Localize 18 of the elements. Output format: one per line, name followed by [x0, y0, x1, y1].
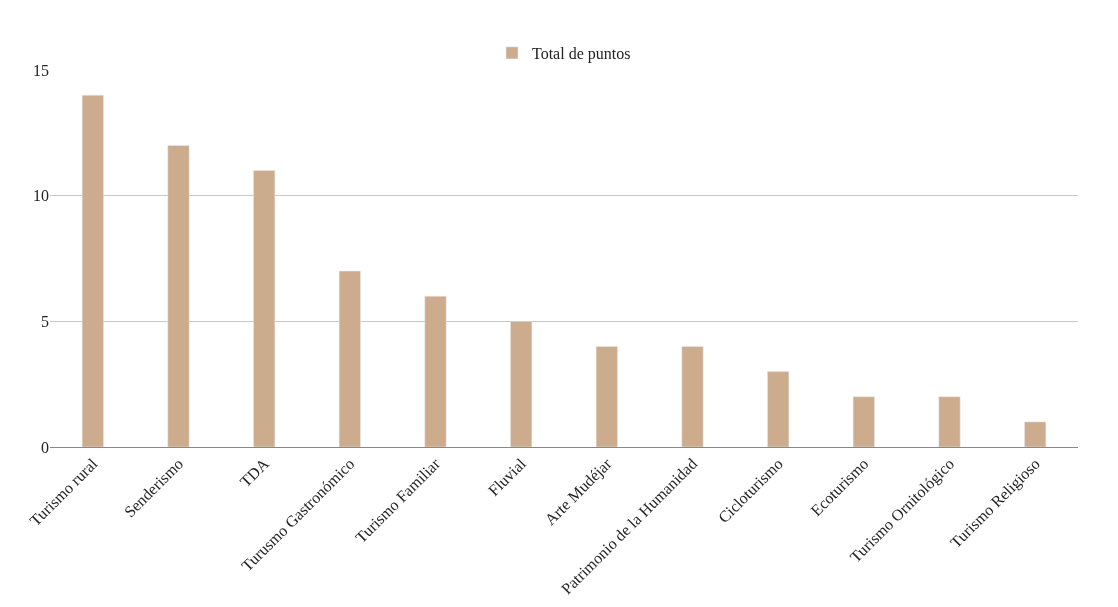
bar — [852, 396, 875, 447]
bar — [338, 270, 361, 447]
legend-label: Total de puntos — [532, 45, 631, 64]
x-tick-label: TDA — [236, 454, 273, 491]
bar — [767, 371, 790, 447]
bar — [510, 321, 533, 447]
bar — [681, 346, 704, 447]
y-tick-label: 15 — [33, 61, 49, 79]
bar — [424, 295, 447, 447]
y-tick-label: 5 — [41, 312, 49, 330]
bar — [167, 145, 190, 447]
bar — [595, 346, 618, 447]
bar — [253, 170, 276, 447]
y-tick-label: 0 — [41, 438, 49, 456]
bar — [938, 396, 961, 447]
y-tick-label: 10 — [33, 187, 49, 205]
bar — [1024, 421, 1047, 447]
bar — [81, 94, 104, 447]
